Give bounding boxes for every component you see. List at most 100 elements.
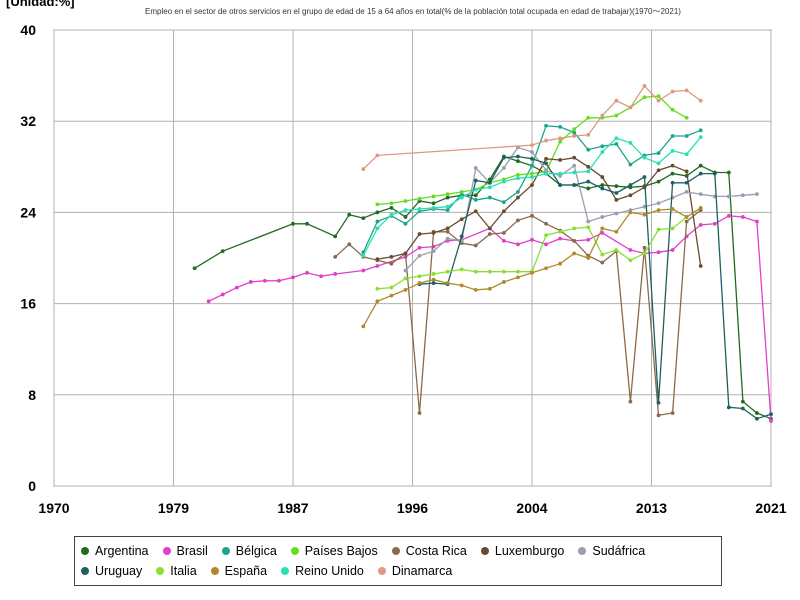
data-point xyxy=(389,201,394,206)
data-point xyxy=(586,219,591,224)
data-point xyxy=(375,286,380,291)
legend-label: Italia xyxy=(170,564,197,578)
data-point xyxy=(586,169,591,174)
data-point xyxy=(487,286,492,291)
data-point xyxy=(600,113,605,118)
legend-swatch xyxy=(156,567,165,575)
data-point xyxy=(431,201,436,206)
legend-item: Bélgica xyxy=(221,541,277,561)
legend-label: Luxemburgo xyxy=(494,544,565,558)
data-point xyxy=(473,187,478,192)
data-point xyxy=(403,221,408,226)
data-point xyxy=(670,411,675,415)
data-point xyxy=(417,196,422,201)
data-point xyxy=(670,171,675,176)
data-point xyxy=(403,208,408,213)
legend-swatch xyxy=(377,567,386,575)
x-tick-label: 1970 xyxy=(38,500,69,516)
legend-item: Italia xyxy=(156,561,197,581)
data-point xyxy=(333,254,338,259)
data-point xyxy=(684,169,689,174)
data-point xyxy=(206,299,211,304)
data-point xyxy=(544,161,548,166)
data-point xyxy=(487,180,492,185)
data-point xyxy=(642,204,647,209)
data-point xyxy=(431,205,436,210)
data-point xyxy=(487,195,492,200)
data-point xyxy=(220,292,225,297)
data-point xyxy=(628,193,633,198)
data-point xyxy=(347,242,352,247)
data-point xyxy=(698,264,703,268)
data-point xyxy=(656,179,661,184)
data-point xyxy=(403,288,408,292)
x-tick-label: 1996 xyxy=(397,500,428,516)
data-point xyxy=(361,268,366,273)
data-point xyxy=(600,260,605,265)
data-point xyxy=(670,89,675,94)
data-point xyxy=(375,210,380,215)
data-point xyxy=(656,413,661,418)
grid xyxy=(53,29,772,487)
data-point xyxy=(698,135,703,140)
data-point xyxy=(740,406,745,411)
data-point xyxy=(431,249,436,254)
data-point xyxy=(417,281,422,285)
data-point xyxy=(501,179,506,184)
data-point xyxy=(712,221,717,226)
y-tick-label: 24 xyxy=(20,204,36,220)
data-point xyxy=(501,166,506,170)
data-point xyxy=(516,275,520,280)
data-point xyxy=(291,275,295,280)
data-point xyxy=(572,127,577,132)
legend-label: Dinamarca xyxy=(391,564,453,578)
data-point xyxy=(544,123,548,128)
data-point xyxy=(473,197,478,202)
data-point xyxy=(614,191,619,195)
data-point xyxy=(459,189,464,194)
data-point xyxy=(277,278,281,283)
legend-item: Reino Unido xyxy=(281,561,364,581)
data-point xyxy=(375,264,380,268)
data-point xyxy=(628,258,633,263)
legend-item: Sudáfrica xyxy=(578,541,645,561)
data-point xyxy=(572,170,577,175)
data-point xyxy=(600,231,605,235)
data-point xyxy=(417,411,422,415)
legend: Argentina Brasil Bélgica Países Bajos Costa … xyxy=(74,536,722,586)
data-point xyxy=(586,179,591,184)
data-point xyxy=(614,248,619,252)
data-point xyxy=(684,189,689,194)
data-point xyxy=(670,180,675,185)
legend-label: Reino Unido xyxy=(295,564,364,578)
data-point xyxy=(473,209,478,214)
data-point xyxy=(586,237,591,242)
data-point xyxy=(544,168,548,173)
data-point xyxy=(572,183,577,187)
series-line xyxy=(194,155,772,420)
data-point xyxy=(712,171,717,176)
data-point xyxy=(628,105,633,110)
legend-label: Países Bajos xyxy=(304,544,378,558)
data-point xyxy=(445,229,450,234)
data-point xyxy=(487,185,492,190)
data-point xyxy=(558,139,563,144)
data-point xyxy=(558,236,563,241)
data-point xyxy=(516,159,520,164)
legend-label: Uruguay xyxy=(95,564,143,578)
data-point xyxy=(530,183,534,187)
data-point xyxy=(698,205,703,210)
legend-swatch xyxy=(162,547,171,555)
data-point xyxy=(445,281,450,285)
data-point xyxy=(572,163,577,168)
data-point xyxy=(698,171,703,176)
data-point xyxy=(417,274,422,279)
data-point xyxy=(501,239,506,243)
data-point xyxy=(403,199,408,203)
data-point xyxy=(740,193,745,198)
data-point xyxy=(516,269,520,274)
data-point xyxy=(530,175,534,179)
series-costa-rica xyxy=(333,208,703,418)
y-tick-label: 16 xyxy=(20,296,36,312)
data-point xyxy=(473,193,478,198)
